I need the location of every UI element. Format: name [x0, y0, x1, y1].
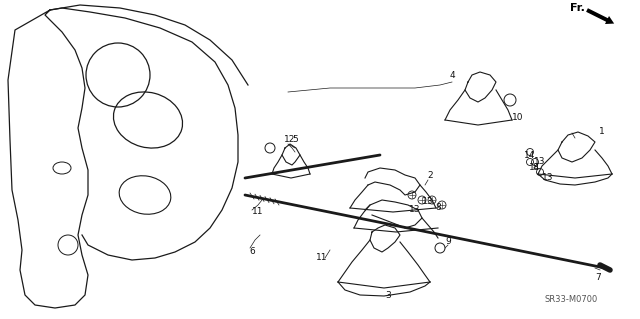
Text: 10: 10: [512, 114, 524, 122]
Text: 5: 5: [292, 136, 298, 145]
Text: 8: 8: [435, 204, 441, 212]
Text: 6: 6: [249, 248, 255, 256]
Text: 7: 7: [595, 273, 601, 283]
Text: 4: 4: [449, 70, 455, 79]
Text: 9: 9: [445, 238, 451, 247]
FancyArrow shape: [586, 8, 614, 24]
Text: 3: 3: [385, 292, 391, 300]
Text: Fr.: Fr.: [570, 3, 584, 13]
Text: 14: 14: [524, 151, 536, 160]
Text: 13: 13: [422, 197, 434, 206]
Text: 13: 13: [542, 174, 554, 182]
Text: 11: 11: [316, 254, 328, 263]
Text: SR33-M0700: SR33-M0700: [545, 295, 598, 305]
Text: 12: 12: [284, 136, 296, 145]
Text: 8: 8: [532, 164, 538, 173]
Text: 14: 14: [529, 164, 541, 173]
Text: 2: 2: [427, 170, 433, 180]
Text: 13: 13: [409, 205, 420, 214]
Text: 1: 1: [599, 128, 605, 137]
Text: 13: 13: [534, 158, 546, 167]
Text: 11: 11: [252, 207, 264, 217]
